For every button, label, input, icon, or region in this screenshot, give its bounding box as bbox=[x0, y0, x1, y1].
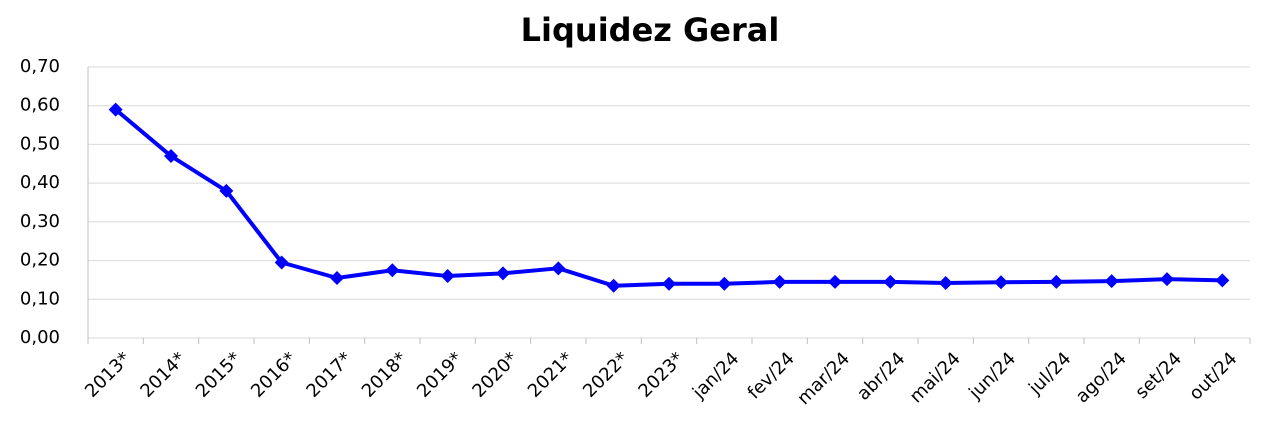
x-tick-label: jan/24 bbox=[688, 348, 743, 403]
marker bbox=[994, 275, 1008, 290]
x-tick-label: 2013* bbox=[81, 348, 135, 402]
marker bbox=[330, 270, 344, 285]
y-tick-label: 0,60 bbox=[20, 95, 60, 116]
x-tick-label: 2021* bbox=[524, 348, 578, 402]
x-tick-label: 2018* bbox=[358, 348, 412, 402]
x-tick-label: 2022* bbox=[579, 348, 633, 402]
marker bbox=[164, 149, 178, 164]
x-tick-label: fev/24 bbox=[744, 348, 799, 403]
y-tick-label: 0,50 bbox=[20, 133, 60, 154]
x-tick-label: jul/24 bbox=[1024, 348, 1075, 399]
x-tick-label: mai/24 bbox=[906, 348, 965, 407]
marker bbox=[772, 274, 787, 289]
x-tick-label: 2015* bbox=[192, 348, 246, 402]
y-tick-label: 0,40 bbox=[20, 172, 60, 193]
marker bbox=[1160, 272, 1174, 287]
marker bbox=[1104, 274, 1119, 289]
marker bbox=[938, 276, 953, 291]
marker bbox=[274, 255, 289, 270]
x-tick-label: out/24 bbox=[1185, 348, 1241, 404]
x-tick-label: jun/24 bbox=[964, 348, 1020, 404]
marker bbox=[551, 261, 566, 276]
marker bbox=[717, 276, 732, 291]
chart-title: Liquidez Geral bbox=[521, 11, 780, 49]
x-tick-label: ago/24 bbox=[1072, 348, 1131, 407]
y-tick-label: 0,70 bbox=[20, 56, 60, 77]
x-tick-label: 2020* bbox=[468, 348, 522, 402]
x-tick-label: 2014* bbox=[136, 348, 190, 402]
marker bbox=[1049, 274, 1064, 289]
marker bbox=[606, 278, 621, 293]
x-tick-label: set/24 bbox=[1131, 348, 1186, 403]
y-tick-label: 0,10 bbox=[20, 288, 60, 309]
marker bbox=[219, 183, 234, 198]
y-tick-label: 0,20 bbox=[20, 250, 60, 271]
y-tick-label: 0,30 bbox=[20, 211, 60, 232]
marker bbox=[385, 263, 400, 278]
marker bbox=[662, 276, 676, 291]
marker bbox=[1215, 273, 1230, 288]
marker bbox=[108, 102, 123, 117]
x-tick-label: 2016* bbox=[247, 348, 301, 402]
x-tick-label: 2019* bbox=[413, 348, 467, 402]
marker bbox=[440, 269, 455, 284]
y-tick-label: 0,00 bbox=[20, 327, 60, 348]
x-tick-label: 2023* bbox=[634, 348, 688, 402]
x-tick-label: abr/24 bbox=[853, 348, 909, 404]
x-tick-label: 2017* bbox=[302, 348, 356, 402]
marker bbox=[883, 274, 898, 289]
marker bbox=[496, 266, 510, 281]
x-tick-label: mar/24 bbox=[793, 348, 854, 409]
marker bbox=[828, 274, 842, 289]
